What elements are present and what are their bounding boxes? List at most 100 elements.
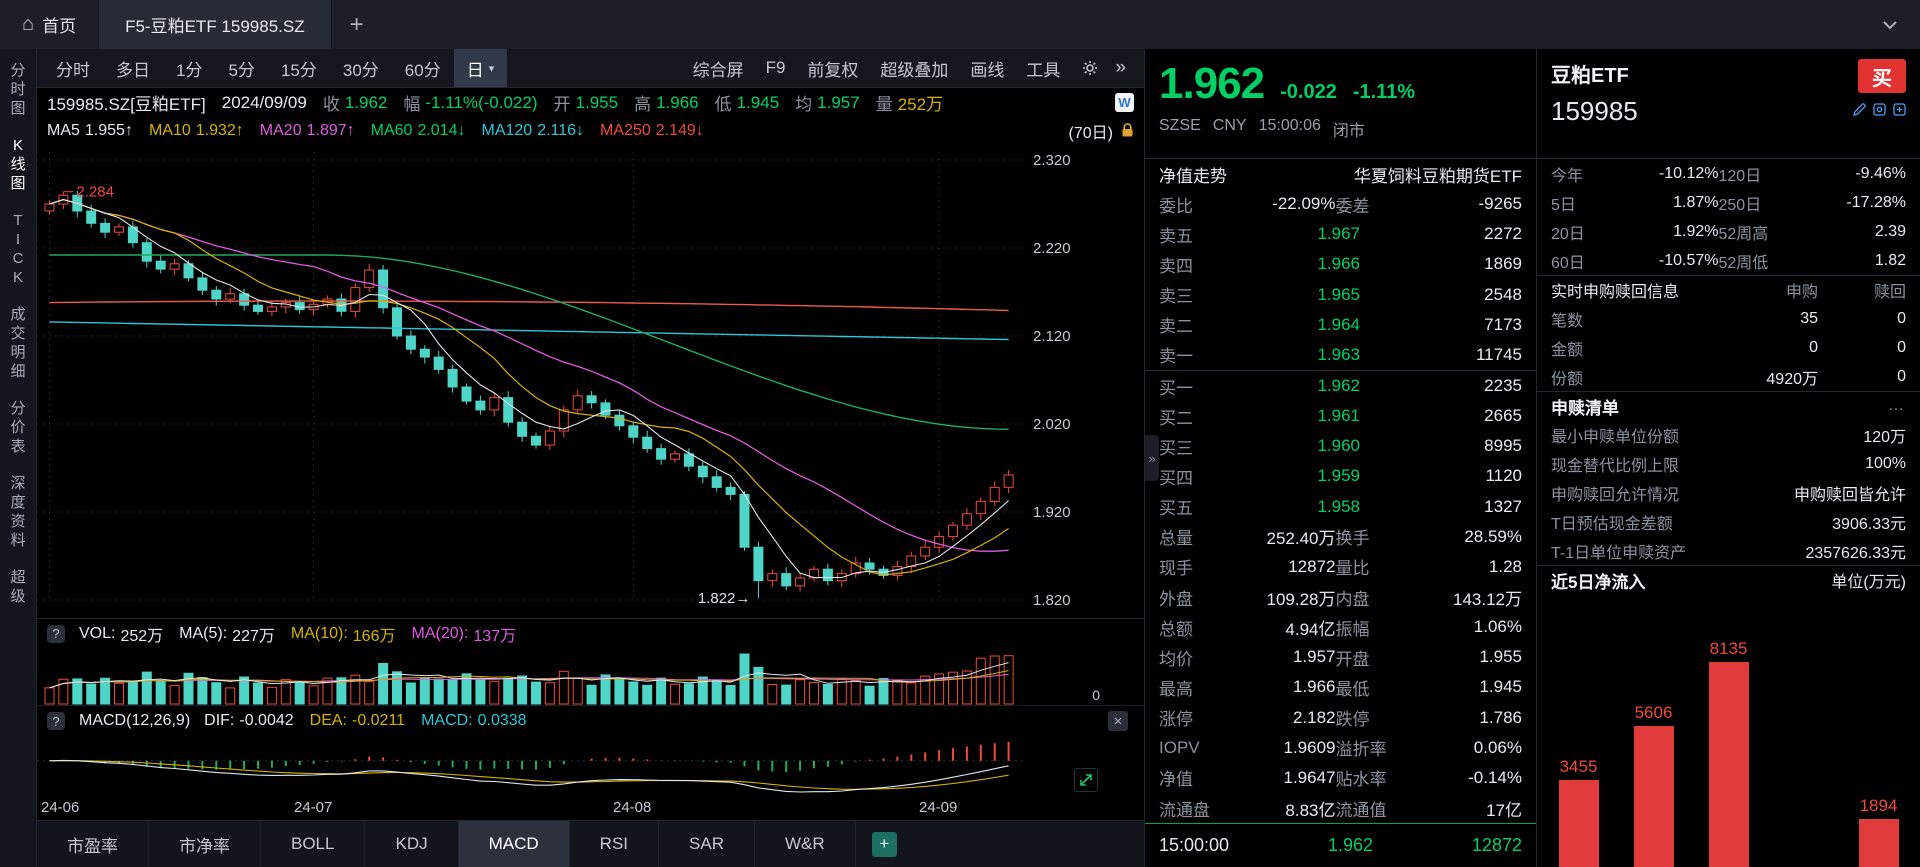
toolbar-f9[interactable]: F9: [765, 58, 786, 77]
order-book-panel: » 1.962 -0.022 -1.11% SZSE CNY 15:00:06 …: [1145, 49, 1537, 867]
inflow-bar-label: 5606: [1634, 703, 1673, 722]
stat-value: 1.786: [1479, 707, 1522, 727]
help-icon[interactable]: ?: [47, 712, 65, 730]
indicator-tab-kdj[interactable]: KDJ: [365, 821, 459, 867]
wencai-icon[interactable]: W: [1115, 93, 1134, 112]
subscription-row: 笔数 35 0: [1551, 309, 1906, 330]
indicator-tab-wr[interactable]: W&R: [755, 821, 856, 867]
level-qty: 1120: [1485, 466, 1522, 486]
stat-label: 现手: [1159, 559, 1193, 579]
stat-label: 最低: [1335, 679, 1370, 699]
period-tab-5min[interactable]: 5分: [228, 60, 255, 80]
chevron-down-icon[interactable]: [1860, 0, 1920, 49]
indicator-tab-rsi[interactable]: RSI: [570, 821, 660, 867]
toolbar-composite-screen[interactable]: 综合屏: [692, 60, 744, 80]
x-axis-label: 24-08: [613, 799, 652, 816]
perf-row: 今年 -10.12% 120日 -9.46%: [1537, 159, 1920, 188]
inflow-bar-label: 8135: [1709, 639, 1748, 658]
period-tab-60min[interactable]: 60分: [404, 60, 441, 80]
level-label: 买五: [1159, 499, 1193, 519]
stock-tab[interactable]: F5-豆粕ETF 159985.SZ: [98, 0, 332, 49]
security-actions: 买: [1853, 59, 1906, 158]
nav-tab-net-value-trend[interactable]: 净值走势: [1159, 166, 1227, 186]
level-label: 买二: [1159, 408, 1193, 428]
buy-level-5[interactable]: 买五 1.958 1327: [1145, 492, 1536, 522]
buy-button[interactable]: 买: [1858, 59, 1906, 93]
new-tab-button[interactable]: +: [349, 10, 364, 38]
indicator-tab-sar[interactable]: SAR: [659, 821, 755, 867]
period-tab-30min[interactable]: 30分: [342, 60, 379, 80]
sidebar-item-super[interactable]: 超级: [10, 569, 26, 605]
period-tab-1min[interactable]: 1分: [176, 60, 203, 80]
macd-stat-1: DEA: -0.0211: [309, 712, 406, 729]
toolbar-forward-adjust[interactable]: 前复权: [807, 60, 859, 80]
expand-icon[interactable]: [1074, 768, 1098, 792]
inflow-bar-slot: 5606: [1616, 594, 1691, 867]
sell-level-2[interactable]: 卖二 1.964 7173: [1145, 310, 1536, 340]
stat-label: 涨停: [1159, 710, 1193, 730]
sidebar-item-depth-data[interactable]: 深度资料: [10, 475, 26, 549]
close-indicator-icon[interactable]: ×: [1108, 711, 1128, 731]
svg-text:1.920: 1.920: [1033, 504, 1071, 521]
sidebar-item-minute-chart[interactable]: 分时图: [10, 62, 26, 117]
more-toolbar-button[interactable]: »: [1115, 57, 1126, 78]
toolbar-draw-line[interactable]: 画线: [970, 60, 1005, 80]
stat-value: 8.83亿: [1285, 800, 1336, 820]
macd-chart[interactable]: [37, 736, 1144, 798]
sidebar-item-price-table[interactable]: 分价表: [10, 400, 26, 455]
toolbar-tools[interactable]: 工具: [1026, 60, 1061, 80]
level-qty: 1869: [1484, 254, 1522, 274]
level-price: 1.963: [1317, 344, 1360, 364]
indicator-tab-pe[interactable]: 市盈率: [37, 821, 149, 867]
weicha-value: -9265: [1478, 194, 1522, 214]
indicator-tabs: 市盈率 市净率 BOLL KDJ MACD RSI SAR W&R +: [37, 820, 1144, 867]
date-label: 2024/09/09: [221, 92, 307, 112]
volume-chart[interactable]: 0: [37, 648, 1144, 706]
buy-level-4[interactable]: 买四 1.959 1120: [1145, 461, 1536, 491]
settings-gear-icon[interactable]: [1071, 59, 1109, 77]
net-inflow-header: 近5日净流入 单位(万元): [1537, 565, 1920, 594]
perf-label: 60日: [1551, 254, 1585, 272]
level-qty: 2272: [1484, 224, 1522, 244]
screenshot-icon[interactable]: [1873, 103, 1886, 116]
buy-level-1[interactable]: 买一 1.962 2235: [1145, 371, 1536, 401]
buy-level-2[interactable]: 买二 1.961 2665: [1145, 401, 1536, 431]
sell-level-4[interactable]: 卖四 1.966 1869: [1145, 249, 1536, 279]
sell-level-3[interactable]: 卖三 1.965 2548: [1145, 280, 1536, 310]
period-tab-multi-day[interactable]: 多日: [116, 60, 150, 80]
sell-level-1[interactable]: 卖一 1.963 11745: [1145, 340, 1536, 371]
toolbar-super-overlay[interactable]: 超级叠加: [880, 60, 949, 80]
stat-label: 流通值: [1335, 800, 1387, 820]
level-price: 1.962: [1317, 376, 1360, 396]
stat-row: 现手 12872 量比 1.28: [1145, 552, 1536, 582]
indicator-tab-pb[interactable]: 市净率: [149, 821, 261, 867]
collapse-panel-handle[interactable]: »: [1145, 435, 1159, 481]
period-tab-15min[interactable]: 15分: [280, 60, 317, 80]
add-icon[interactable]: [1893, 103, 1906, 116]
indicator-tab-macd[interactable]: MACD: [458, 821, 570, 867]
stat-label: 振幅: [1335, 619, 1370, 639]
add-indicator-button[interactable]: +: [871, 831, 897, 857]
help-icon[interactable]: ?: [47, 624, 65, 643]
stat-label: 总量: [1159, 529, 1193, 549]
period-tab-fenshi[interactable]: 分时: [56, 60, 90, 80]
period-tab-daily[interactable]: 日 ▾: [453, 49, 508, 87]
edit-icon[interactable]: [1853, 103, 1866, 116]
sell-level-5[interactable]: 卖五 1.967 2272: [1145, 219, 1536, 249]
perf-value: -9.46%: [1855, 164, 1906, 182]
indicator-tab-boll[interactable]: BOLL: [261, 821, 366, 867]
sidebar-item-trade-details[interactable]: 成交明细: [10, 306, 26, 380]
macd-stat-0: DIF: -0.0042: [204, 712, 294, 729]
buy-level-3[interactable]: 买三 1.960 8995: [1145, 431, 1536, 461]
home-button[interactable]: ⌂ 首页: [0, 0, 98, 49]
lock-icon[interactable]: [1121, 123, 1134, 138]
volume-axis-zero: 0: [1092, 687, 1100, 703]
stat-label: 流通盘: [1159, 800, 1210, 820]
x-axis-label: 24-07: [294, 799, 333, 816]
macd-header-row: ? MACD(12,26,9) DIF: -0.0042 DEA: -0.0211 MA…: [37, 706, 1144, 736]
kline-chart[interactable]: 2.320 2.220 2.120 2.020 1.920 1.820 2.284 1.822…: [37, 144, 1144, 618]
more-icon[interactable]: …: [1888, 397, 1906, 414]
